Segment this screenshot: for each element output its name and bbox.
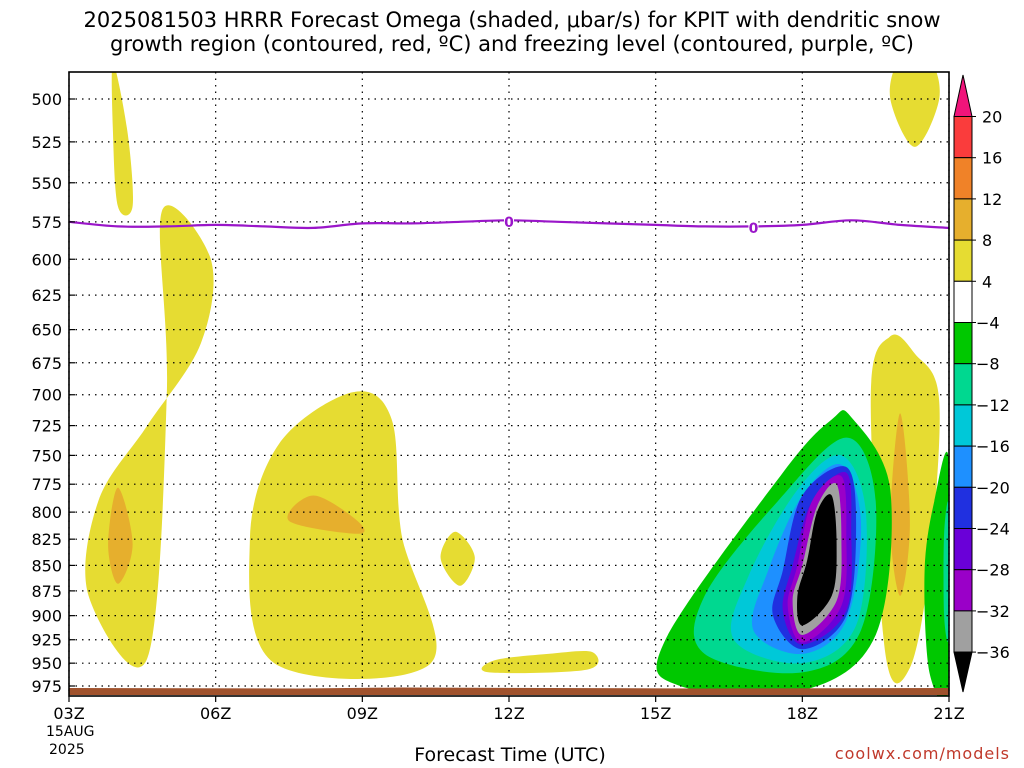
colorbar-segment-10 [953,528,973,571]
omega-colorbar: 20 16 12 8 4 −4 −8 −12 −16 −20 −24 −28 −32 −36 [953,74,1010,693]
credit-text: coolwx.com/models [834,744,1010,763]
y-tick-label-750: 750 [31,446,62,465]
y-tick-label-875: 875 [31,582,62,601]
y-tick-label-800: 800 [31,503,62,522]
colorbar-label-4: 4 [982,272,992,291]
colorbar-segment-1 [953,157,973,200]
y-tick-label-850: 850 [31,556,62,575]
y-tick-label-775: 775 [31,475,62,494]
omega-shaded-regions [85,72,949,696]
colorbar-label-8: 8 [982,231,992,250]
freezing-label-bg-0 [504,214,514,228]
colorbar-label--24: −24 [976,520,1010,539]
y-tick-label-925: 925 [31,631,62,650]
colorbar-segment-8 [953,445,973,488]
x-tick-label-03Z: 03Z [53,704,84,723]
x-tick-label-18Z: 18Z [787,704,818,723]
date-label-year: 2025 [49,742,85,758]
colorbar-top-arrow [953,74,973,117]
x-tick-label-06Z: 06Z [200,704,231,723]
x-axis-title: Forecast Time (UTC) [414,744,606,766]
freezing-label-1: 0 [749,221,759,237]
colorbar-label--16: −16 [976,437,1010,456]
omega-region-0 [111,72,133,216]
y-tick-label-600: 600 [31,250,62,269]
y-tick-label-525: 525 [31,133,62,152]
omega-region-20 [943,501,949,642]
chart-title-line-2: growth region (contoured, red, ºC) and f… [110,32,914,56]
colorbar-segment-6 [953,363,973,406]
date-label-day: 15AUG [46,724,95,740]
freezing-label-bg-1 [748,220,759,234]
x-axis-ticks: 03Z 06Z 09Z 12Z 15Z 18Z 21Z [53,696,965,723]
colorbar-label--4: −4 [976,314,1000,333]
freezing-label-0: 0 [504,215,514,231]
omega-region-1 [85,205,214,668]
colorbar-segment-0 [953,116,973,159]
ground-surface [69,687,949,695]
y-tick-label-975: 975 [31,677,62,696]
x-tick-label-12Z: 12Z [493,704,524,723]
omega-region-4 [287,495,365,534]
colorbar-label-20: 20 [982,108,1002,127]
x-tick-label-21Z: 21Z [933,704,964,723]
omega-region-3 [249,391,437,679]
y-axis-ticks: 500 525 550 575 600 625 650 675 700 725 750 775 800 8… [31,90,75,696]
x-tick-label-09Z: 09Z [347,704,378,723]
colorbar-label-12: 12 [982,190,1002,209]
x-tick-label-15Z: 15Z [640,704,671,723]
colorbar-segment-5 [953,322,973,365]
colorbar-segment-12 [953,610,973,653]
y-tick-label-650: 650 [31,321,62,340]
colorbar-segment-11 [953,569,973,612]
y-tick-label-950: 950 [31,654,62,673]
y-tick-label-550: 550 [31,174,62,193]
omega-region-18 [797,494,837,626]
colorbar-label--36: −36 [976,643,1010,662]
y-tick-label-725: 725 [31,417,62,436]
y-tick-label-500: 500 [31,90,62,109]
y-tick-label-900: 900 [31,607,62,626]
y-tick-label-675: 675 [31,354,62,373]
omega-region-19 [924,451,949,696]
colorbar-segment-2 [953,198,973,241]
colorbar-label--32: −32 [976,602,1010,621]
colorbar-segment-9 [953,486,973,529]
y-tick-label-825: 825 [31,530,62,549]
colorbar-label--12: −12 [976,396,1010,415]
colorbar-segment-4 [953,280,973,323]
omega-region-7 [889,72,940,147]
colorbar-segment-3 [953,239,973,282]
omega-region-9 [890,413,910,596]
omega-region-2 [108,487,133,584]
colorbar-label--8: −8 [976,355,1000,374]
colorbar-segment-7 [953,404,973,447]
omega-region-6 [481,650,599,674]
colorbar-label-16: 16 [982,149,1002,168]
y-tick-label-700: 700 [31,386,62,405]
omega-region-5 [440,531,475,586]
colorbar-label--20: −20 [976,478,1010,497]
chart-title-line-1: 2025081503 HRRR Forecast Omega (shaded, … [83,8,941,32]
y-tick-label-575: 575 [31,213,62,232]
colorbar-label--28: −28 [976,561,1010,580]
colorbar-bottom-arrow [953,651,973,693]
y-tick-label-625: 625 [31,286,62,305]
